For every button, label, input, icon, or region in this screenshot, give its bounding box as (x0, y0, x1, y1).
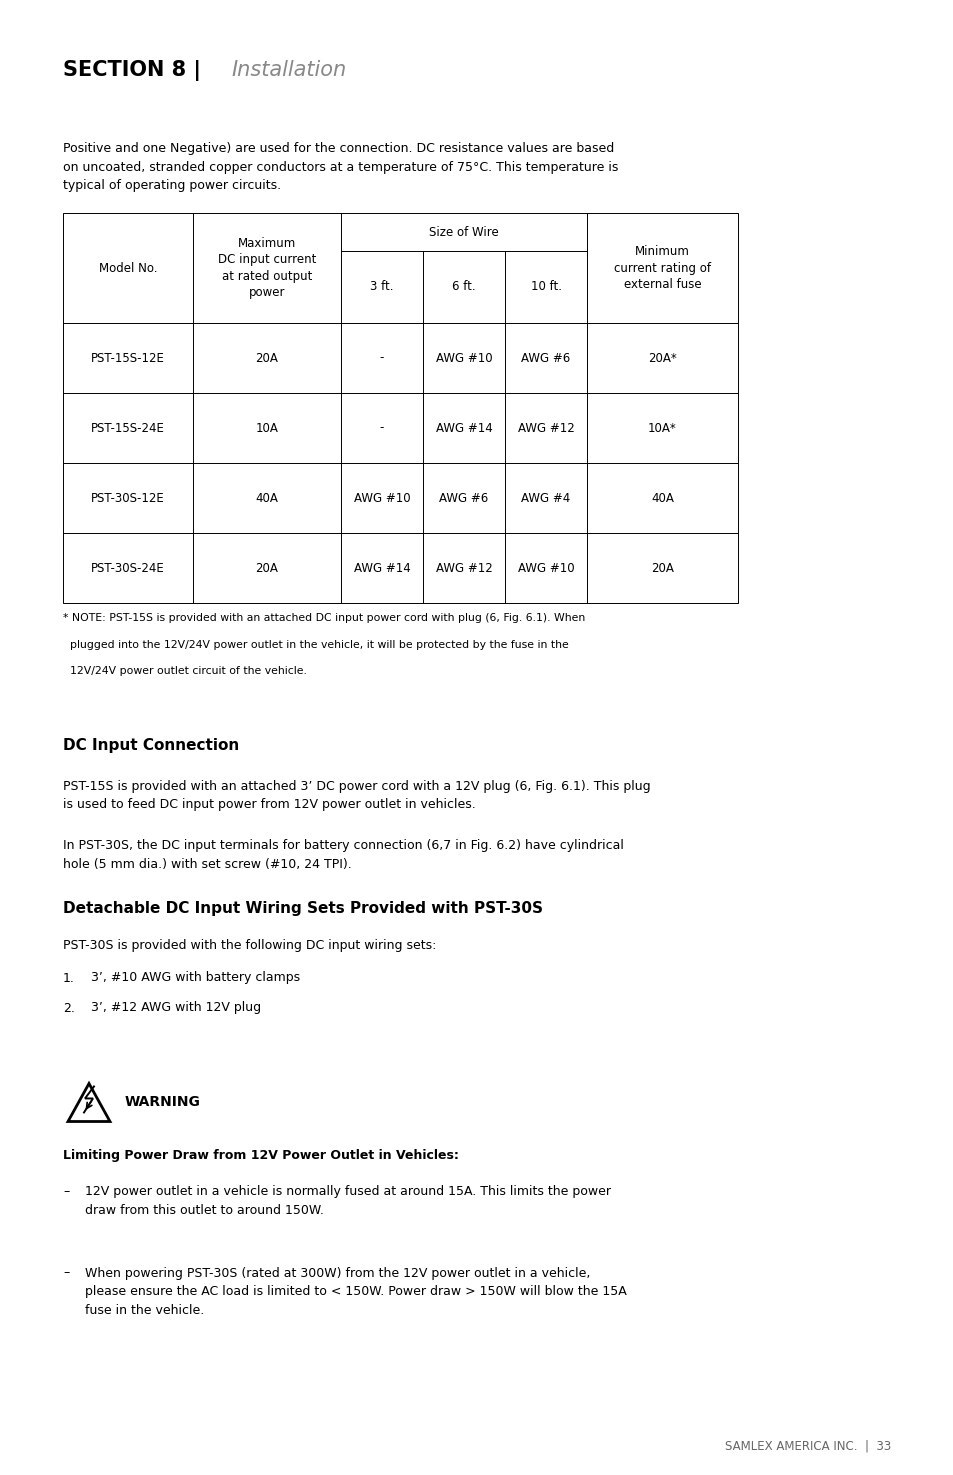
Bar (63, 212, 738, 603)
Text: PST-30S is provided with the following DC input wiring sets:: PST-30S is provided with the following D… (63, 940, 436, 953)
Text: In PST-30S, the DC input terminals for battery connection (6,7 in Fig. 6.2) have: In PST-30S, the DC input terminals for b… (63, 839, 623, 872)
Text: -: - (379, 351, 384, 364)
Text: DC Input Connection: DC Input Connection (63, 738, 239, 752)
Text: AWG #10: AWG #10 (436, 351, 492, 364)
Text: 40A: 40A (255, 491, 278, 504)
Text: PST-15S is provided with an attached 3’ DC power cord with a 12V plug (6, Fig. 6: PST-15S is provided with an attached 3’ … (63, 779, 650, 811)
Text: Detachable DC Input Wiring Sets Provided with PST-30S: Detachable DC Input Wiring Sets Provided… (63, 901, 542, 916)
Text: –: – (63, 1186, 70, 1199)
Text: AWG #4: AWG #4 (521, 491, 570, 504)
Text: 10A*: 10A* (647, 422, 677, 435)
Text: plugged into the 12V/24V power outlet in the vehicle, it will be protected by th: plugged into the 12V/24V power outlet in… (63, 640, 568, 649)
Text: Maximum
DC input current
at rated output
power: Maximum DC input current at rated output… (217, 237, 315, 299)
Text: 6 ft.: 6 ft. (452, 280, 476, 294)
Text: AWG #14: AWG #14 (436, 422, 492, 435)
Text: AWG #12: AWG #12 (517, 422, 574, 435)
Text: 12V power outlet in a vehicle is normally fused at around 15A. This limits the p: 12V power outlet in a vehicle is normall… (85, 1186, 610, 1217)
Text: AWG #6: AWG #6 (439, 491, 488, 504)
Text: 20A: 20A (255, 351, 278, 364)
Text: * NOTE: PST-15S is provided with an attached DC input power cord with plug (6, F: * NOTE: PST-15S is provided with an atta… (63, 614, 584, 622)
Text: 3’, #10 AWG with battery clamps: 3’, #10 AWG with battery clamps (91, 972, 300, 984)
Text: Size of Wire: Size of Wire (429, 226, 498, 239)
Text: AWG #6: AWG #6 (521, 351, 570, 364)
Text: WARNING: WARNING (125, 1096, 201, 1109)
Text: Model No.: Model No. (99, 261, 157, 274)
Text: SAMLEX AMERICA INC.  |  33: SAMLEX AMERICA INC. | 33 (724, 1440, 890, 1453)
Text: PST-30S-12E: PST-30S-12E (91, 491, 165, 504)
Text: 2.: 2. (63, 1002, 74, 1015)
Text: Limiting Power Draw from 12V Power Outlet in Vehicles:: Limiting Power Draw from 12V Power Outle… (63, 1149, 458, 1162)
Text: PST-30S-24E: PST-30S-24E (91, 562, 165, 574)
Text: 10 ft.: 10 ft. (530, 280, 561, 294)
Text: 40A: 40A (650, 491, 673, 504)
Text: 12V/24V power outlet circuit of the vehicle.: 12V/24V power outlet circuit of the vehi… (63, 667, 307, 676)
Text: PST-15S-24E: PST-15S-24E (91, 422, 165, 435)
Text: 1.: 1. (63, 972, 74, 984)
Text: SECTION 8 |: SECTION 8 | (63, 60, 208, 81)
Text: 20A: 20A (650, 562, 673, 574)
Text: -: - (379, 422, 384, 435)
Text: Positive and one Negative) are used for the connection. DC resistance values are: Positive and one Negative) are used for … (63, 142, 618, 192)
Text: 20A*: 20A* (647, 351, 677, 364)
Text: AWG #10: AWG #10 (517, 562, 574, 574)
Text: Installation: Installation (231, 60, 346, 80)
Text: 3’, #12 AWG with 12V plug: 3’, #12 AWG with 12V plug (91, 1002, 261, 1015)
Text: When powering PST-30S (rated at 300W) from the 12V power outlet in a vehicle,
pl: When powering PST-30S (rated at 300W) fr… (85, 1267, 626, 1317)
Text: Minimum
current rating of
external fuse: Minimum current rating of external fuse (614, 245, 710, 291)
Text: 3 ft.: 3 ft. (370, 280, 394, 294)
Text: PST-15S-12E: PST-15S-12E (91, 351, 165, 364)
Text: –: – (63, 1267, 70, 1279)
Text: 20A: 20A (255, 562, 278, 574)
Text: 10A: 10A (255, 422, 278, 435)
Text: AWG #14: AWG #14 (354, 562, 410, 574)
Text: AWG #10: AWG #10 (354, 491, 410, 504)
Text: AWG #12: AWG #12 (436, 562, 492, 574)
